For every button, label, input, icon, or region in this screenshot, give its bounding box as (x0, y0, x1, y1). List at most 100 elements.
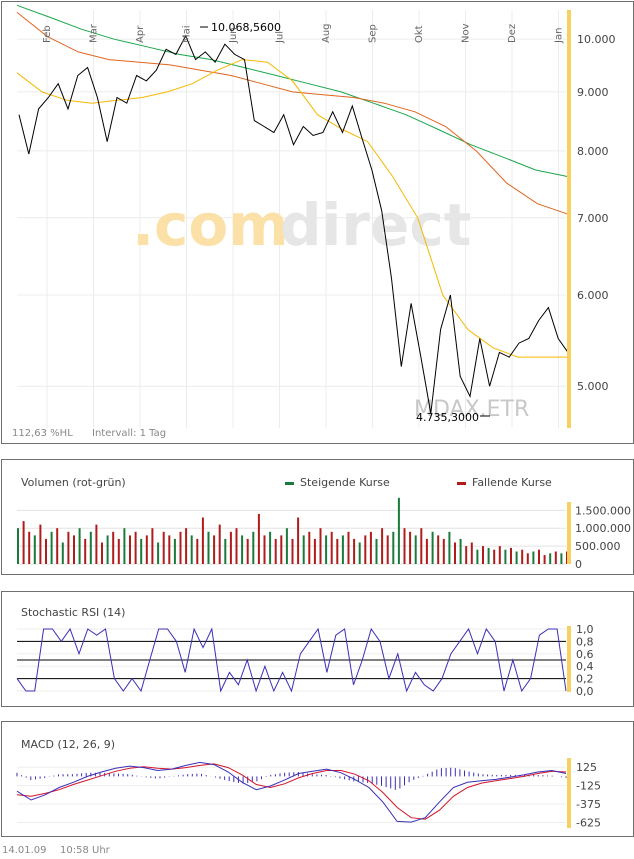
stoch-rsi-chart: 1,00,80,60,40,20,0 Stochastic RSI (14) (16, 606, 594, 698)
volume-bar (308, 531, 311, 564)
macd-panel: 125 -125 -375 -625 MACD (12, 26, 9) (1, 721, 634, 837)
price-tick-label: 5.000 (577, 380, 609, 393)
volume-bar (420, 528, 423, 564)
volume-bar (213, 535, 216, 564)
month-label: Apr (135, 25, 146, 43)
month-label: Aug (321, 23, 332, 43)
stoch-tick-label: 0,4 (576, 660, 594, 673)
volume-bar (117, 538, 120, 564)
macd-tick-label: -375 (576, 798, 601, 811)
volume-bar (448, 531, 451, 564)
volume-bar (358, 542, 361, 564)
high-label: 10.068,5600 (211, 21, 281, 34)
macd-chart: 125 -125 -375 -625 MACD (12, 26, 9) (16, 738, 601, 829)
volume-bar (425, 538, 428, 564)
volume-bar (168, 535, 171, 564)
stoch-tick-label: 0,6 (576, 648, 594, 661)
volume-bar (280, 535, 283, 564)
volume-bar (454, 542, 456, 564)
volume-bar (17, 528, 19, 564)
price-tick-label: 9.000 (577, 86, 609, 99)
volume-bar (493, 549, 496, 564)
month-label: Mar (89, 23, 100, 43)
month-label: Okt (414, 25, 425, 43)
volume-bar (185, 528, 188, 564)
volume-bar (409, 531, 412, 564)
volume-bar (364, 535, 367, 564)
volume-bar (162, 531, 165, 564)
stoch-tick-label: 1,0 (576, 623, 594, 636)
volume-title: Volumen (rot-grün) (21, 476, 126, 489)
volume-bar (386, 535, 389, 564)
volume-bar (157, 542, 160, 564)
footer-time: 10:58 Uhr (60, 845, 110, 856)
volume-bar (510, 547, 512, 564)
volume-tick-label: 1.500.000 (575, 504, 631, 517)
stoch-tick-label: 0,0 (576, 685, 594, 698)
volume-bar (369, 531, 372, 564)
volume-bar (145, 535, 148, 564)
volume-bar (257, 513, 260, 564)
stoch-axis-highlight (567, 626, 571, 692)
sma200-line (16, 4, 569, 178)
volume-bar (297, 517, 300, 564)
price-tick-label: 7.000 (577, 212, 609, 225)
volume-bar (84, 538, 87, 564)
volume-bar (252, 531, 255, 564)
macd-title: MACD (12, 26, 9) (21, 738, 115, 751)
volume-bar (397, 497, 400, 564)
stoch-panel: 1,0 0,8 0,6 0,4 0,2 0,0 Stochastic RSI (14) (1, 591, 634, 707)
volume-bar (431, 531, 434, 564)
volume-bar (207, 531, 210, 564)
legend-up-swatch (285, 482, 294, 485)
volume-bar (123, 528, 126, 564)
volume-bar (134, 531, 137, 564)
volume-bar (498, 546, 501, 564)
volume-bar (246, 538, 249, 564)
instrument-label: MDAX.ETR (414, 397, 529, 422)
month-label: Jun (228, 27, 239, 44)
volume-bar (78, 528, 81, 564)
macd-tick-label: 125 (576, 761, 597, 774)
volume-bar (554, 551, 557, 564)
volume-bar (543, 555, 546, 564)
macd-tick-label: -625 (576, 816, 601, 829)
volume-bar (375, 538, 378, 564)
volume-bar (190, 535, 193, 564)
stoch-rsi-line (16, 627, 567, 693)
low-label: 4.735,3000 (416, 411, 479, 424)
volume-bar (482, 546, 484, 564)
volume-bar (201, 517, 204, 564)
sma38-line (16, 59, 568, 358)
volume-bar (39, 524, 42, 564)
volume-bar (106, 535, 109, 564)
price-tick-label: 10.000 (577, 33, 616, 46)
volume-tick-label: 500.000 (575, 540, 621, 553)
month-label: Sep (368, 24, 379, 43)
volume-bar (347, 531, 350, 564)
volume-axis-highlight (567, 502, 571, 564)
volume-bar (336, 538, 339, 564)
month-label: Nov (461, 23, 472, 43)
volume-bar (224, 538, 227, 564)
price-tick-label: 8.000 (577, 145, 609, 158)
macd-axis-highlight (567, 758, 571, 828)
volume-bar (353, 538, 356, 564)
volume-bar (173, 538, 176, 564)
volume-bar (302, 535, 305, 564)
volume-bar (341, 535, 344, 564)
volume-bar (179, 531, 182, 564)
volume-chart: 1.500.000 1.000.000 500.000 0 Volumen (rot-… (17, 476, 631, 571)
stoch-title: Stochastic RSI (14) (21, 606, 125, 619)
volume-bar (151, 528, 154, 564)
volume-bar (229, 531, 232, 564)
volume-bar (89, 531, 92, 564)
volume-bar (470, 542, 473, 564)
interval-info: Intervall: 1 Tag (92, 428, 166, 439)
watermark-direct: direct (280, 191, 471, 259)
volume-bar (403, 528, 406, 564)
legend-down-swatch (457, 482, 466, 485)
volume-bar (241, 535, 244, 564)
volume-bar (560, 553, 563, 564)
volume-bar (269, 531, 272, 564)
